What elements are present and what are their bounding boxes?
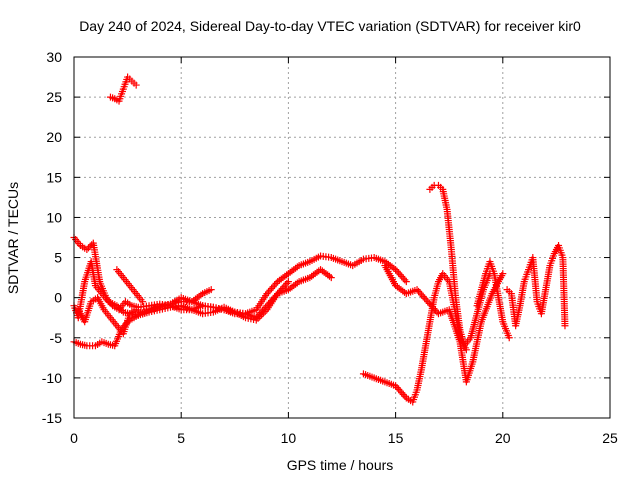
y-tick-label: 0 (54, 290, 62, 306)
data-point-arc-c (264, 300, 272, 308)
data-point-arc-i (413, 286, 421, 294)
data-point-arc-c (257, 309, 265, 317)
data-point-arc-g (399, 391, 407, 399)
data-point-arc-a (264, 288, 272, 296)
data-point-arc-g (398, 389, 406, 397)
data-point-arc-i (431, 306, 439, 314)
data-point-arc-i (418, 291, 426, 299)
data-point-arc-b (113, 302, 121, 310)
y-tick-label: -5 (50, 330, 63, 346)
data-point-arc-c (252, 314, 260, 322)
x-tick-label: 5 (177, 430, 185, 446)
y-tick-label: 30 (46, 49, 62, 65)
data-point-arc-i (425, 299, 433, 307)
data-point-arc-a (272, 279, 280, 287)
data-point-arc-b (116, 305, 124, 313)
data-point-arc-i (499, 270, 507, 278)
data-point-arc-a (86, 242, 94, 250)
data-point-arc-c (261, 303, 269, 311)
data-point-arc-k (561, 322, 569, 330)
data-point-arc-a (269, 283, 277, 291)
y-tick-label: 5 (54, 250, 62, 266)
data-point-arc-a (83, 246, 91, 254)
x-axis-ticks: 0 5 10 15 20 25 (70, 57, 618, 446)
data-point-arc-c (254, 312, 262, 320)
data-point-arc-c (258, 307, 266, 315)
data-point-arc-g (393, 384, 401, 392)
data-point-arc-c (268, 297, 276, 305)
data-point-arc-a (401, 276, 409, 284)
data-point-arc-g (396, 387, 404, 395)
data-point-arc-i (430, 305, 438, 313)
data-point-arc-c (269, 295, 277, 303)
chart-title: Day 240 of 2024, Sidereal Day-to-day VTE… (79, 18, 581, 34)
data-point-arc-c (274, 290, 282, 298)
x-tick-label: 20 (495, 430, 511, 446)
y-axis-ticks: -15 -10 -5 0 5 10 15 20 25 30 (42, 49, 610, 426)
data-point-arc-g (392, 382, 400, 390)
y-tick-label: 20 (46, 129, 62, 145)
y-tick-label: 15 (46, 169, 62, 185)
data-point-arc-i (424, 298, 432, 306)
data-point-arc-a (392, 266, 400, 274)
data-point-arc-c (271, 293, 279, 301)
data-point-arc-a (395, 269, 403, 277)
plot-frame (73, 56, 611, 419)
data-point-arc-a (266, 286, 274, 294)
y-axis-label: SDTVAR / TECUs (5, 182, 21, 294)
data-point-arc-c (260, 305, 268, 313)
data-point-arc-c (255, 310, 263, 318)
data-point-arc-i (427, 301, 435, 309)
data-point-arc-e (139, 298, 147, 306)
y-tick-label: 25 (46, 89, 62, 105)
grid (74, 57, 610, 418)
x-tick-label: 25 (602, 430, 618, 446)
data-point-arc-a (393, 267, 401, 275)
data-point-arc-i (421, 294, 429, 302)
data-point-arc-g (401, 392, 409, 400)
data-point-arc-a (399, 274, 407, 282)
data-point-arc-a (396, 271, 404, 279)
data-point-arc-d (207, 286, 215, 294)
data-point-arc-c (277, 286, 285, 294)
y-tick-label: -10 (42, 370, 62, 386)
data-point-arc-a (402, 278, 410, 286)
y-tick-label: 10 (46, 209, 62, 225)
data-point-arc-i (419, 293, 427, 301)
data-point-arc-c (266, 298, 274, 306)
data-point-arc-g (462, 346, 470, 354)
data-point-arc-i (416, 289, 424, 297)
x-tick-label: 0 (70, 430, 78, 446)
data-point-arc-i (415, 287, 423, 295)
data-point-arc-b (118, 307, 126, 315)
data-point-arc-c (284, 278, 292, 286)
data-point-arc-c (283, 279, 291, 287)
data-point-arc-a (271, 281, 279, 289)
x-axis-label: GPS time / hours (287, 457, 394, 473)
data-point-arc-b (327, 274, 335, 282)
data-point-arc-a (398, 272, 406, 280)
data-point-arc-a (268, 284, 276, 292)
data-point-arc-c (280, 283, 288, 291)
data-points (70, 73, 569, 406)
data-point-arc-i (428, 303, 436, 311)
data-point-arc-g (395, 385, 403, 393)
data-point-arc-c (278, 284, 286, 292)
data-point-arc-b (114, 303, 122, 311)
data-point-arc-c (272, 291, 280, 299)
data-point-arc-f (132, 81, 140, 89)
x-tick-label: 10 (281, 430, 297, 446)
data-point-arc-j (505, 334, 513, 342)
data-point-arc-c (263, 302, 271, 310)
x-tick-label: 15 (388, 430, 404, 446)
data-point-arc-a (263, 290, 271, 298)
data-point-arc-c (275, 288, 283, 296)
data-point-arc-c (281, 281, 289, 289)
data-point-arc-i (422, 296, 430, 304)
y-tick-label: -15 (42, 410, 62, 426)
